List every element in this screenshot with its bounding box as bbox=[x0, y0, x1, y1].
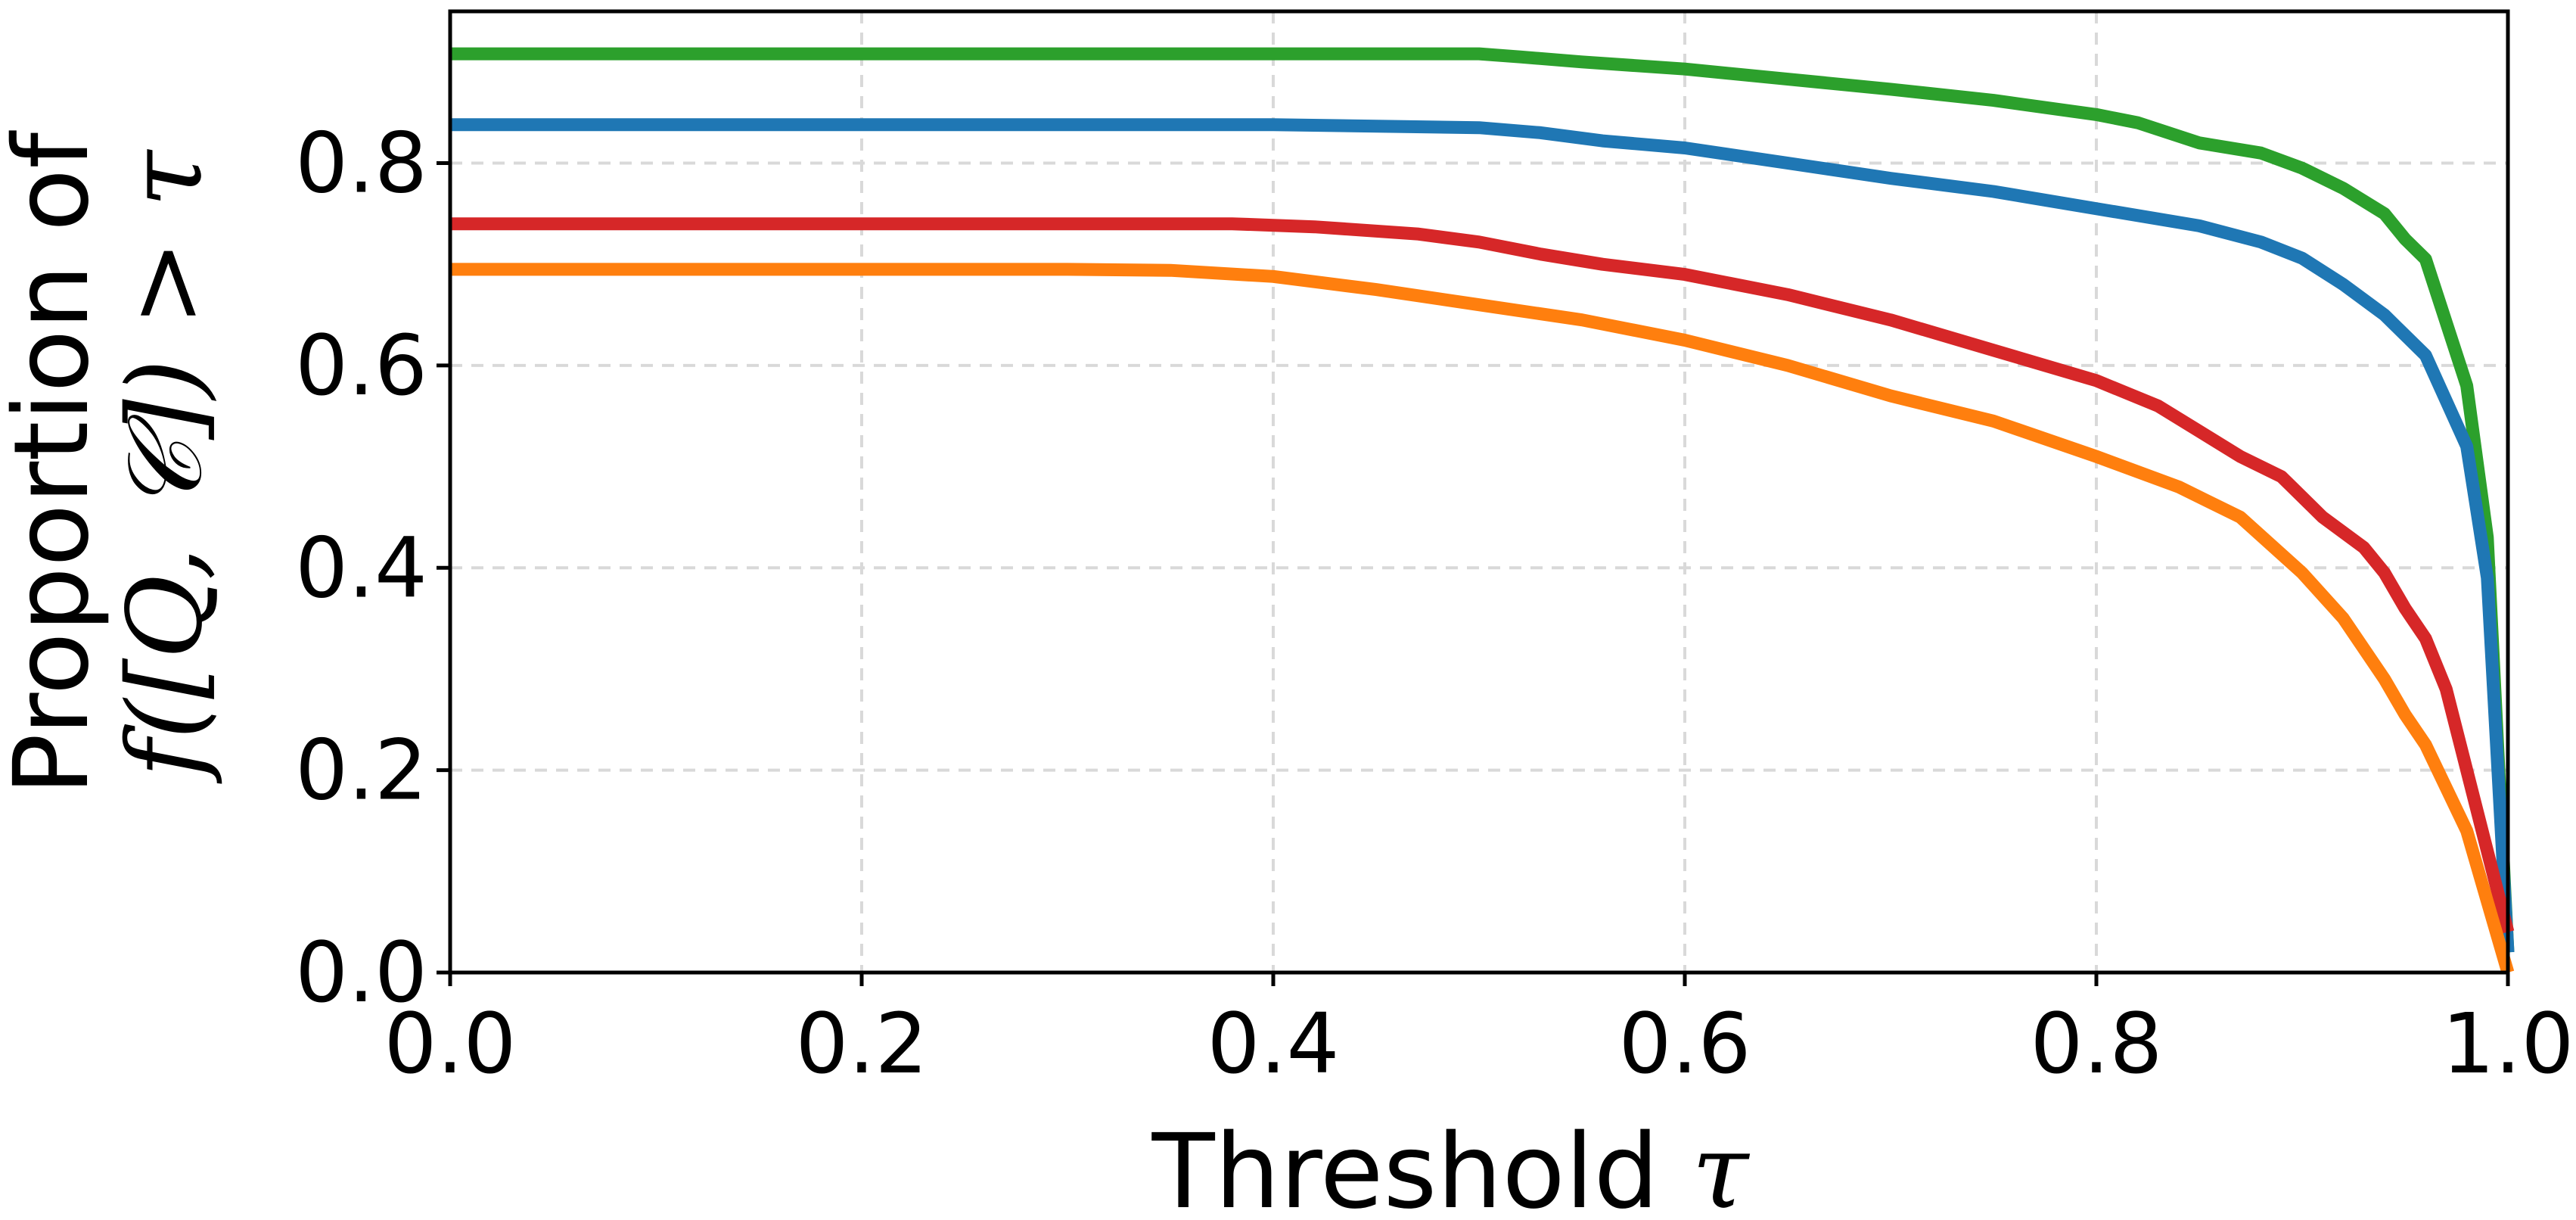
series-line-2 bbox=[450, 118, 2515, 953]
y-tick-label: 0.6 bbox=[295, 317, 427, 414]
y-tick-label: 0.0 bbox=[295, 924, 427, 1021]
x-tick-label: 0.2 bbox=[796, 995, 928, 1092]
series-line-1 bbox=[450, 47, 2515, 953]
series-line-3 bbox=[450, 217, 2515, 934]
series-line-4 bbox=[450, 263, 2515, 975]
x-axis-label-symbol: τ bbox=[1692, 1113, 1751, 1220]
x-tick-label: 0.6 bbox=[1619, 995, 1751, 1092]
axis-ticks bbox=[437, 161, 2510, 986]
tick-labels: 0.0 0.2 0.4 0.6 0.8 1.0 0.0 0.2 0.4 0.6 0.8 bbox=[295, 115, 2574, 1092]
x-axis-label-text: Threshold bbox=[1151, 1113, 1692, 1220]
x-tick-label: 0.0 bbox=[384, 995, 517, 1092]
x-tick-label: 0.4 bbox=[1207, 995, 1340, 1092]
y-tick-label: 0.8 bbox=[295, 115, 427, 212]
grid-lines bbox=[450, 11, 2508, 973]
x-axis-label: Threshold τ bbox=[1151, 1113, 1751, 1220]
x-tick-label: 1.0 bbox=[2442, 995, 2574, 1092]
y-axis-label-line1: Proportion of bbox=[0, 130, 112, 795]
series-layer bbox=[450, 47, 2515, 975]
plot-area-frame bbox=[448, 9, 2510, 975]
y-tick-label: 0.2 bbox=[295, 722, 427, 819]
y-axis-label-line2: f([Q, 𝒞]) > τ bbox=[106, 148, 225, 784]
x-tick-label: 0.8 bbox=[2031, 995, 2163, 1092]
y-tick-label: 0.4 bbox=[295, 519, 427, 616]
